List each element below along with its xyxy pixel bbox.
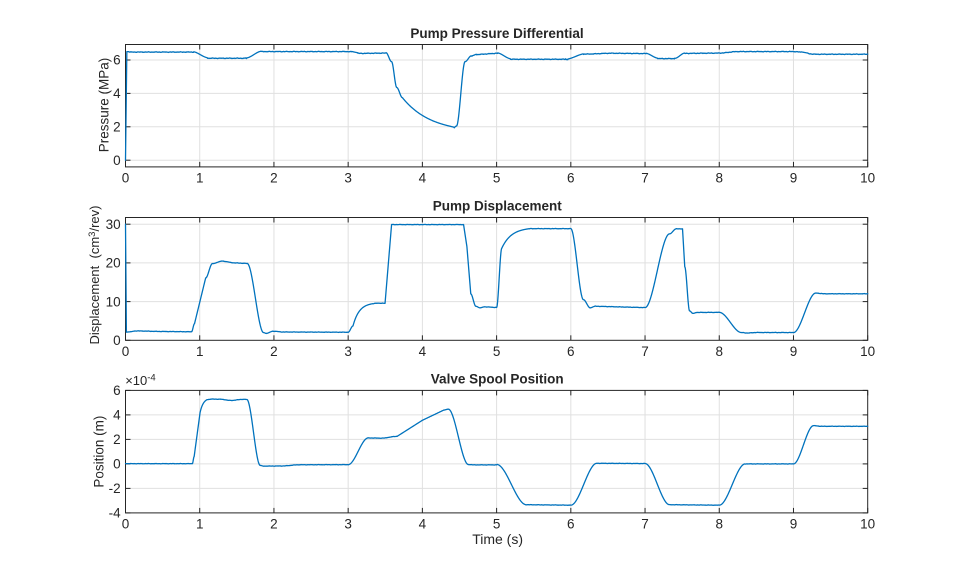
svg-text:Pump Displacement: Pump Displacement — [433, 199, 563, 214]
svg-text:0: 0 — [122, 344, 130, 359]
svg-text:10: 10 — [106, 294, 121, 309]
svg-text:2: 2 — [270, 344, 278, 359]
svg-text:4: 4 — [113, 408, 121, 423]
svg-text:1: 1 — [196, 170, 204, 185]
svg-text:8: 8 — [716, 170, 724, 185]
svg-text:6: 6 — [113, 53, 121, 68]
svg-text:2: 2 — [113, 432, 121, 447]
svg-text:0: 0 — [122, 170, 130, 185]
svg-text:Displacement (cm3/rev): Displacement (cm3/rev) — [87, 206, 102, 345]
svg-text:3: 3 — [344, 516, 352, 531]
svg-text:2: 2 — [270, 516, 278, 531]
svg-text:Valve Spool Position: Valve Spool Position — [431, 372, 564, 387]
svg-text:4: 4 — [419, 170, 427, 185]
svg-text:0: 0 — [122, 516, 130, 531]
svg-text:Position (m): Position (m) — [91, 416, 106, 488]
svg-text:7: 7 — [641, 516, 649, 531]
svg-text:30: 30 — [106, 217, 121, 232]
svg-text:3: 3 — [344, 344, 352, 359]
svg-text:Pump Pressure Differential: Pump Pressure Differential — [410, 26, 583, 41]
svg-text:0: 0 — [113, 153, 121, 168]
svg-text:2: 2 — [113, 120, 121, 135]
svg-text:9: 9 — [790, 516, 798, 531]
svg-text:0: 0 — [113, 333, 121, 348]
svg-text:20: 20 — [106, 256, 121, 271]
svg-text:7: 7 — [641, 170, 649, 185]
svg-text:6: 6 — [567, 170, 575, 185]
svg-text:10: 10 — [860, 170, 875, 185]
svg-text:10: 10 — [860, 516, 875, 531]
svg-text:Time (s): Time (s) — [472, 531, 523, 547]
svg-text:9: 9 — [790, 170, 798, 185]
svg-text:-4: -4 — [109, 506, 121, 521]
svg-text:1: 1 — [196, 516, 204, 531]
svg-text:5: 5 — [493, 170, 501, 185]
svg-text:8: 8 — [716, 516, 724, 531]
svg-text:9: 9 — [790, 344, 798, 359]
svg-text:2: 2 — [270, 170, 278, 185]
svg-text:4: 4 — [419, 516, 427, 531]
svg-text:6: 6 — [567, 516, 575, 531]
svg-text:1: 1 — [196, 344, 204, 359]
svg-text:10: 10 — [860, 344, 875, 359]
svg-text:4: 4 — [113, 86, 121, 101]
svg-text:6: 6 — [113, 383, 121, 398]
svg-text:-2: -2 — [109, 481, 121, 496]
svg-text:0: 0 — [113, 457, 121, 472]
svg-text:4: 4 — [419, 344, 427, 359]
svg-text:3: 3 — [344, 170, 352, 185]
svg-text:7: 7 — [641, 344, 649, 359]
svg-text:5: 5 — [493, 516, 501, 531]
svg-text:5: 5 — [493, 344, 501, 359]
svg-text:6: 6 — [567, 344, 575, 359]
svg-text:Pressure (MPa): Pressure (MPa) — [97, 58, 112, 153]
svg-text:8: 8 — [716, 344, 724, 359]
